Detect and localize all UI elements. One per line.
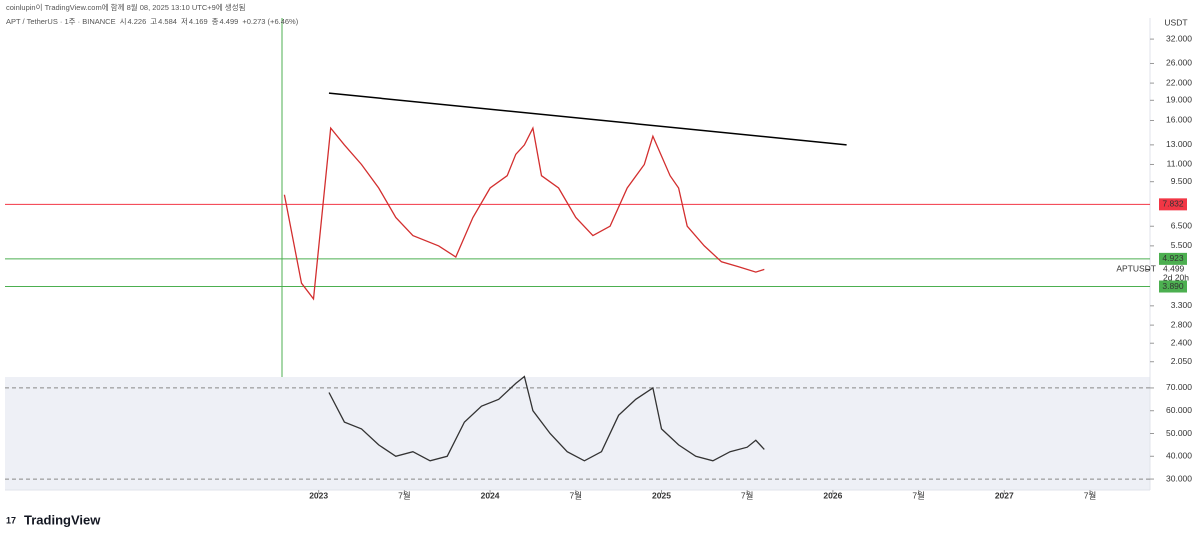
y-tick-label: 16.000 (1166, 115, 1192, 125)
series-line (328, 375, 765, 462)
legend-text: 4.499 (220, 17, 239, 26)
currency: USDT (1164, 17, 1187, 27)
legend-text: 시 (120, 17, 127, 26)
y-tick-label: 11.000 (1167, 159, 1193, 169)
x-tick-label: 7월 (1084, 490, 1097, 500)
legend-text: 4.226 (127, 17, 146, 26)
x-tick-label: 2023 (309, 490, 328, 500)
x-tick-label: 7월 (741, 490, 754, 500)
current-label: 4.499 (1163, 264, 1185, 274)
y-tick-label: 30.000 (1166, 473, 1192, 483)
x-tick-label: 2024 (481, 490, 500, 500)
level-badge (1159, 280, 1187, 293)
level-label: 3.890 (1162, 281, 1184, 291)
y-tick-label: 3.300 (1171, 300, 1193, 310)
y-tick-label: 40.000 (1166, 451, 1192, 461)
x-tick-label: 2027 (995, 490, 1014, 500)
level-label: 7.832 (1162, 199, 1184, 209)
header: coinlupin이 TradingView.com에 함께 8월 08, 20… (6, 2, 246, 12)
x-tick-label: 7월 (398, 490, 411, 500)
level-badge (1159, 198, 1187, 211)
y-tick-label: 2.050 (1171, 356, 1193, 366)
y-tick-label: 70.000 (1166, 382, 1192, 392)
legend: APT / TetherUS · 1주 · BINANCE 시 4.226 고 4.58… (6, 17, 299, 26)
legend-text: 4.584 (158, 17, 177, 26)
logo-text: TradingView (24, 512, 101, 527)
trendline (328, 92, 847, 146)
y-tick-label: 5.500 (1171, 240, 1193, 250)
legend-text: +0.273 (+6.46%) (242, 17, 298, 26)
y-tick-label: 2.400 (1171, 337, 1193, 347)
x-tick-label: 7월 (912, 490, 925, 500)
legend-text: 4.169 (189, 17, 208, 26)
level-label: 4.923 (1162, 253, 1184, 263)
legend-text: 종 (212, 17, 219, 26)
y-tick-label: 26.000 (1166, 58, 1192, 68)
y-tick-label: 6.500 (1171, 220, 1193, 230)
logo-icon: 17 (6, 515, 16, 525)
y-tick-label: 2.800 (1171, 319, 1193, 329)
x-tick-label: 7월 (570, 490, 583, 500)
legend-text: 저 (181, 17, 188, 26)
y-tick-label: 19.000 (1166, 95, 1192, 105)
current-name: APTUSDT (1116, 264, 1156, 274)
legend-text: APT / TetherUS · 1주 · BINANCE (6, 17, 116, 26)
y-tick-label: 13.000 (1166, 139, 1192, 149)
y-tick-label: 50.000 (1166, 428, 1192, 438)
y-tick-label: 60.000 (1166, 405, 1192, 415)
y-tick-label: 32.000 (1166, 33, 1192, 43)
level-badge (1159, 252, 1187, 265)
x-tick-label: 2025 (652, 490, 671, 500)
x-tick-label: 2026 (823, 490, 842, 500)
y-tick-label: 22.000 (1166, 77, 1192, 87)
rsi-pane (5, 377, 1150, 490)
y-tick-label: 9.500 (1171, 176, 1193, 186)
series-line (283, 126, 765, 301)
legend-text: 고 (150, 17, 157, 26)
countdown: 2d 20h (1163, 273, 1189, 283)
